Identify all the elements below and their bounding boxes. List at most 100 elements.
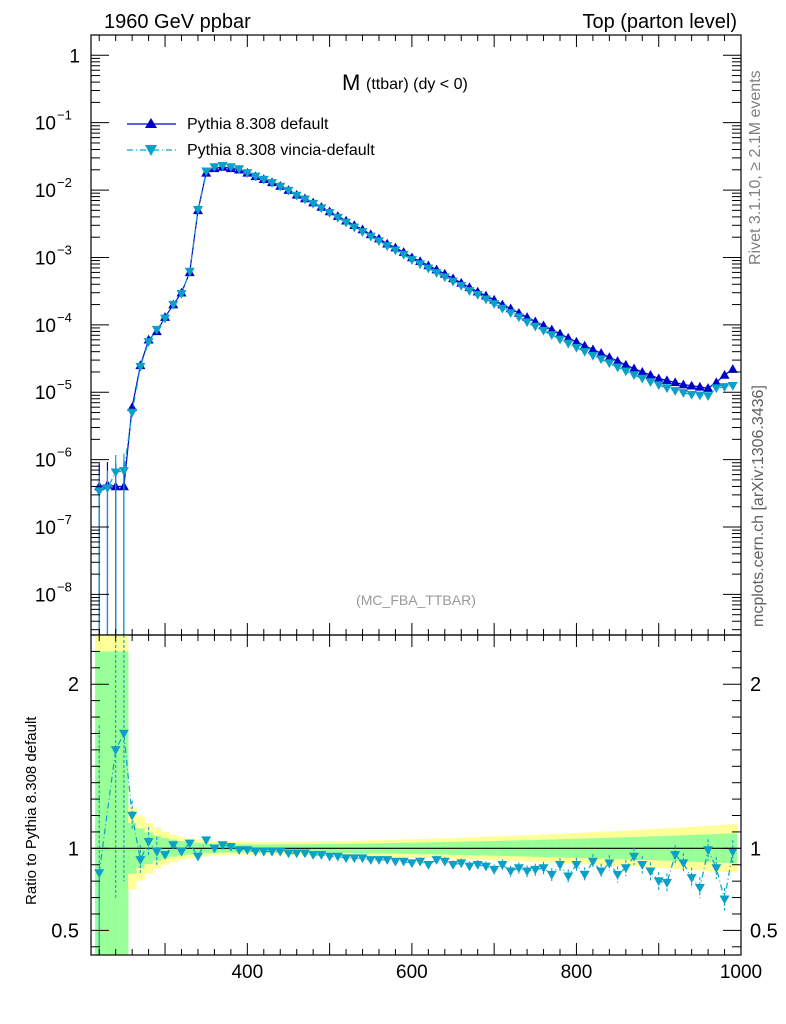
- ratio-point: [522, 867, 533, 877]
- point-vincia: [258, 175, 269, 185]
- y-tick-label: 10 −1: [35, 108, 72, 135]
- ratio-point: [225, 842, 236, 852]
- ratio-y-label: Ratio to Pythia 8.308 default: [23, 716, 40, 905]
- ratio-y-tick-label: 0.5: [51, 920, 79, 942]
- series-default-line: [99, 166, 734, 488]
- point-vincia: [118, 467, 129, 476]
- main-title-m: M: [342, 70, 360, 95]
- ratio-point: [242, 846, 253, 855]
- point-vincia: [242, 169, 253, 178]
- point-vincia: [349, 223, 360, 233]
- y-tick-label-base: 1: [69, 46, 80, 67]
- ratio-point: [497, 860, 508, 870]
- point-vincia: [571, 343, 582, 353]
- y-tick-label-base: 10: [35, 114, 56, 135]
- ratio-band-inner: [119, 651, 129, 955]
- x-tick-label: 800: [561, 962, 593, 983]
- y-tick-label-base: 10: [35, 316, 56, 337]
- point-vincia: [629, 371, 640, 381]
- point-vincia: [365, 232, 376, 242]
- point-default: [571, 336, 582, 346]
- point-vincia: [398, 250, 409, 260]
- legend-item-default: Pythia 8.308 default: [127, 116, 329, 133]
- ratio-point: [587, 857, 598, 867]
- ratio-point: [464, 862, 475, 872]
- ratio-panel: 400 600 800 1000 0.5 0.5 1 1 2 2: [51, 634, 778, 983]
- ratio-point: [135, 856, 146, 865]
- point-vincia: [94, 487, 105, 497]
- point-vincia: [719, 383, 730, 392]
- ratio-point: [579, 870, 590, 880]
- ratio-point: [250, 847, 261, 857]
- ratio-point: [168, 841, 179, 851]
- point-default: [596, 348, 607, 357]
- y-tick-label: 10 −4: [35, 310, 72, 337]
- ratio-band-inner: [103, 651, 112, 955]
- point-default: [127, 402, 138, 411]
- ratio-point: [184, 839, 195, 849]
- ratio-point: [234, 846, 245, 855]
- point-vincia: [513, 313, 524, 323]
- point-vincia: [406, 256, 417, 265]
- legend-marker-vincia: [145, 145, 157, 156]
- ratio-point: [365, 856, 376, 865]
- rivet-version-label: Rivet 3.1.10, ≥ 2.1M events: [747, 70, 764, 265]
- point-vincia: [192, 206, 203, 215]
- ratio-point: [538, 864, 549, 874]
- ratio-point: [661, 879, 672, 888]
- ratio-point: [686, 874, 697, 883]
- ratio-point: [316, 851, 327, 860]
- ratio-point: [258, 847, 269, 857]
- point-vincia: [694, 391, 705, 401]
- y-tick-label: 10 −5: [35, 377, 72, 404]
- header-left: 1960 GeV ppbar: [104, 11, 251, 33]
- ratio-point: [415, 857, 426, 867]
- point-vincia: [250, 172, 261, 182]
- ratio-point: [653, 877, 664, 887]
- ratio-point: [209, 844, 220, 854]
- y-tick-label-exp: −2: [57, 175, 72, 190]
- point-vincia: [620, 367, 631, 377]
- main-title-sub: (ttbar) (dy < 0): [366, 76, 468, 93]
- y-tick-label: 10 −7: [35, 512, 72, 539]
- point-vincia: [456, 282, 467, 291]
- point-vincia: [711, 384, 722, 394]
- point-default: [604, 352, 615, 362]
- point-vincia: [168, 300, 179, 310]
- ratio-point: [645, 867, 656, 877]
- ratio-point: [308, 851, 319, 860]
- ratio-point: [267, 847, 278, 857]
- ratio-point: [192, 852, 203, 862]
- point-vincia: [670, 387, 681, 396]
- point-vincia: [554, 335, 565, 345]
- y-tick-label-base: 10: [35, 518, 56, 539]
- ratio-point: [439, 857, 450, 867]
- y-tick-label: 10 −2: [35, 175, 72, 202]
- point-vincia: [110, 468, 121, 478]
- point-default: [629, 363, 640, 373]
- point-vincia: [217, 161, 228, 171]
- point-vincia: [489, 300, 500, 309]
- ratio-point: [299, 849, 310, 859]
- point-default: [637, 366, 648, 376]
- ratio-point: [176, 847, 187, 857]
- ratio-point: [727, 847, 738, 857]
- ratio-point: [546, 870, 557, 880]
- ratio-point: [349, 854, 360, 864]
- ratio-point: [563, 872, 574, 882]
- point-vincia: [727, 381, 738, 391]
- point-vincia: [530, 322, 541, 332]
- point-vincia: [135, 362, 146, 372]
- y-tick-label: 10 −8: [35, 579, 72, 606]
- point-vincia: [127, 408, 138, 418]
- y-tick-label: 1: [69, 46, 80, 67]
- point-vincia: [579, 347, 590, 357]
- point-vincia: [308, 199, 319, 209]
- point-vincia: [382, 242, 393, 251]
- ratio-point: [637, 860, 648, 870]
- point-vincia: [332, 213, 343, 223]
- analysis-tag: (MC_FBA_TTBAR): [356, 592, 476, 608]
- point-vincia: [637, 374, 648, 384]
- ratio-point: [406, 859, 417, 869]
